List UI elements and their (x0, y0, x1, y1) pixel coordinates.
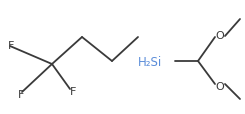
Text: F: F (70, 86, 76, 96)
Text: F: F (8, 41, 14, 51)
Text: H₂Si: H₂Si (138, 55, 162, 68)
Text: O: O (215, 81, 224, 91)
Text: O: O (215, 31, 224, 41)
Text: F: F (18, 89, 24, 99)
